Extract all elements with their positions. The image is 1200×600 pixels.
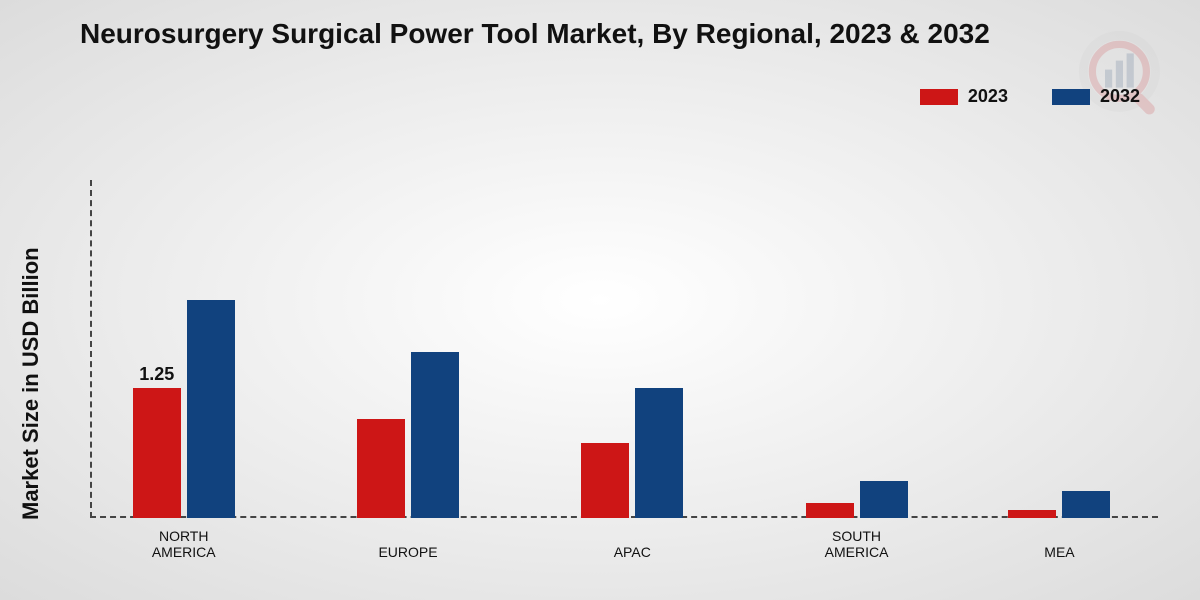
legend: 2023 2032 — [920, 86, 1140, 107]
data-label-north_america: 1.25 — [139, 364, 174, 385]
bar-2023-europe — [357, 419, 405, 518]
bar-group-north_america: 1.25NORTHAMERICA — [133, 300, 235, 518]
chart-title: Neurosurgery Surgical Power Tool Market,… — [80, 18, 990, 50]
legend-item-2023: 2023 — [920, 86, 1008, 107]
bar-group-south_america: SOUTHAMERICA — [806, 481, 908, 518]
bar-2023-south_america — [806, 503, 854, 518]
legend-label-2023: 2023 — [968, 86, 1008, 107]
bar-2032-mea — [1062, 491, 1110, 518]
legend-swatch-2032 — [1052, 89, 1090, 105]
bar-2032-europe — [411, 352, 459, 518]
y-axis-label: Market Size in USD Billion — [18, 247, 44, 520]
chart-canvas: Neurosurgery Surgical Power Tool Market,… — [0, 0, 1200, 600]
bar-2023-mea — [1008, 510, 1056, 518]
bar-2023-apac — [581, 443, 629, 518]
bar-2032-apac — [635, 388, 683, 518]
bar-group-europe: EUROPE — [357, 352, 459, 518]
x-label-apac: APAC — [562, 544, 702, 560]
x-label-north_america: NORTHAMERICA — [114, 528, 254, 560]
bar-2023-north_america: 1.25 — [133, 388, 181, 518]
legend-item-2032: 2032 — [1052, 86, 1140, 107]
legend-swatch-2023 — [920, 89, 958, 105]
x-label-mea: MEA — [989, 544, 1129, 560]
x-label-south_america: SOUTHAMERICA — [787, 528, 927, 560]
plot-area: 1.25NORTHAMERICA EUROPE APAC SOUTHAMERICA ME… — [90, 180, 1158, 518]
y-axis-line — [90, 180, 92, 518]
bar-group-apac: APAC — [581, 388, 683, 518]
bar-group-mea: MEA — [1008, 491, 1110, 518]
x-label-europe: EUROPE — [338, 544, 478, 560]
bar-2032-south_america — [860, 481, 908, 518]
legend-label-2032: 2032 — [1100, 86, 1140, 107]
bar-2032-north_america — [187, 300, 235, 518]
